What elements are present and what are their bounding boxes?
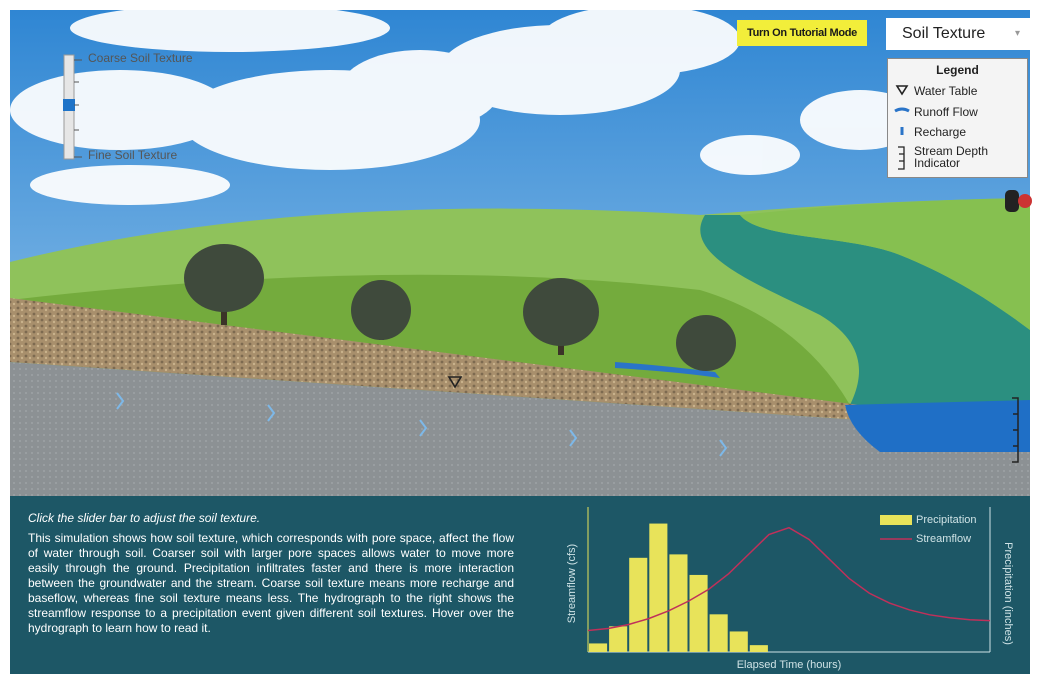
precipitation-bar: [589, 643, 608, 652]
slider-label: Fine Soil Texture: [88, 148, 177, 162]
y2-axis-label: Precipitation (inches): [1002, 542, 1014, 645]
character: [1005, 190, 1032, 212]
description: This simulation shows how soil texture, …: [28, 531, 514, 635]
legend: Legend Water Table Runoff Flow Recharge …: [887, 58, 1028, 178]
groundwater: [10, 362, 1030, 496]
legend-item: Recharge: [914, 125, 967, 139]
precipitation-bar: [749, 645, 768, 652]
water-table-marker: [447, 376, 463, 389]
dropdown-arrow: ▾: [1014, 28, 1020, 39]
precipitation-bar: [649, 523, 668, 652]
y-axis-label: Streamflow (cfs): [566, 544, 578, 623]
x-axis-label: Elapsed Time (hours): [737, 659, 842, 671]
stream: [700, 215, 1030, 405]
precipitation-bar: [609, 626, 628, 652]
slider-ticks: [74, 59, 82, 158]
slider-label: Coarse Soil Texture: [88, 51, 193, 65]
right-hill: [740, 198, 1030, 330]
slider-handle[interactable]: [63, 99, 75, 111]
precipitation-bar: [629, 557, 648, 652]
tutorial-button[interactable]: Turn On Tutorial Mode: [737, 20, 867, 46]
legend-label: Streamflow: [916, 533, 971, 545]
runoff: [615, 362, 720, 378]
legend-swatch: [880, 515, 912, 525]
stream-depth-indicator: [1012, 397, 1019, 463]
legend-item: Water Table: [914, 84, 978, 98]
precipitation-bar: [669, 554, 688, 652]
soil-layer: [10, 298, 860, 420]
legend-item: Stream Depth Indicator: [914, 144, 989, 170]
precipitation-bar: [709, 614, 728, 652]
streamflow-line: [587, 526, 991, 632]
precipitation-bar: [689, 574, 708, 652]
dropdown-label: Soil Texture: [902, 25, 986, 42]
trees: [184, 244, 736, 371]
legend-item: Runoff Flow: [914, 105, 978, 119]
hydrograph[interactable]: Elapsed Time (hours) Streamflow (cfs) Prec…: [566, 507, 1014, 671]
instruction-prompt: Click the slider bar to adjust the soil …: [28, 511, 261, 525]
info-panel: [10, 496, 1030, 674]
recharge-arrows: [116, 392, 728, 457]
precipitation-bar: [729, 631, 748, 652]
legend-icons: [894, 85, 910, 170]
legend-title: Legend: [936, 63, 979, 77]
legend-label: Precipitation: [916, 514, 977, 526]
dropdown[interactable]: Soil Texture ▾: [886, 18, 1030, 50]
stream-water: [845, 400, 1030, 452]
